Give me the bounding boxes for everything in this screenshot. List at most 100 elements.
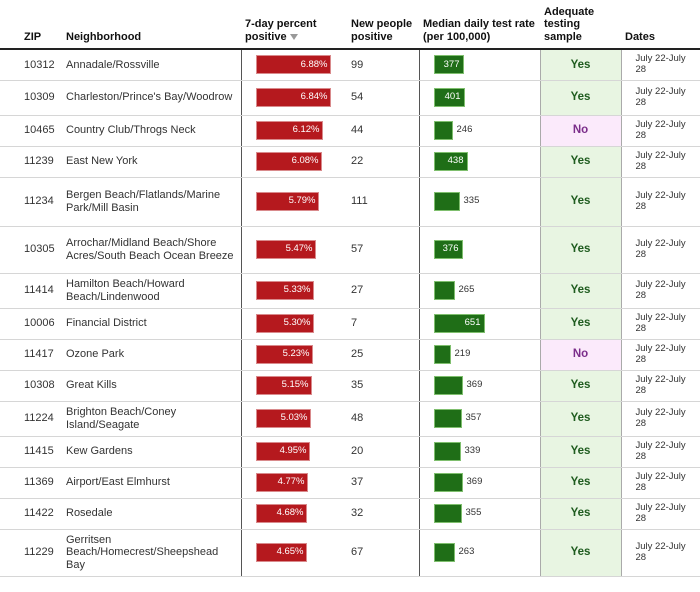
table-row: 10309 Charleston/Prince's Bay/Woodrow 6.84… bbox=[0, 80, 700, 116]
positive-bar: 5.33% bbox=[255, 281, 314, 300]
dates-cell: July 22-July 28 bbox=[621, 177, 700, 227]
neighborhood-cell: Kew Gardens bbox=[62, 436, 241, 468]
header-positive-label: 7-day percent positive bbox=[245, 18, 317, 43]
neighborhood-cell: Bergen Beach/Flatlands/Marine Park/Mill … bbox=[62, 177, 241, 227]
test-rate-value: 246 bbox=[456, 124, 473, 136]
header-new-positive-label: New people positive bbox=[351, 18, 413, 43]
neighborhood-cell: Arrochar/Midland Beach/Shore Acres/South… bbox=[62, 226, 241, 274]
new-positive-cell: 54 bbox=[347, 80, 419, 116]
dates-cell: July 22-July 28 bbox=[621, 308, 700, 340]
dates-cell: July 22-July 28 bbox=[621, 273, 700, 309]
table-row: 11234 Bergen Beach/Flatlands/Marine Park/… bbox=[0, 177, 700, 227]
test-rate-value: 401 bbox=[444, 91, 461, 103]
dates-cell: July 22-July 28 bbox=[621, 467, 700, 499]
test-rate-cell: 377 bbox=[418, 49, 540, 81]
positive-value: 4.65% bbox=[276, 546, 304, 558]
test-rate-cell: 438 bbox=[418, 146, 540, 178]
dates-cell: July 22-July 28 bbox=[621, 146, 700, 178]
new-positive-cell: 67 bbox=[347, 529, 419, 577]
neighborhood-cell: Ozone Park bbox=[62, 339, 241, 371]
zip-cell: 11224 bbox=[0, 401, 62, 437]
dates-cell: July 22-July 28 bbox=[621, 339, 700, 371]
sort-descending-icon[interactable] bbox=[289, 33, 298, 40]
adequate-cell: Yes bbox=[539, 226, 622, 274]
positive-value: 6.84% bbox=[300, 91, 328, 103]
new-positive-cell: 111 bbox=[347, 177, 419, 227]
adequate-cell: Yes bbox=[539, 436, 622, 468]
test-rate-bar bbox=[433, 345, 451, 364]
positive-bar: 4.65% bbox=[255, 543, 307, 562]
positive-value: 5.23% bbox=[282, 348, 310, 360]
positive-cell: 4.95% bbox=[240, 436, 347, 468]
table-row: 11229 Gerritsen Beach/Homecrest/Sheepshea… bbox=[0, 529, 700, 577]
positive-cell: 4.65% bbox=[240, 529, 347, 577]
test-rate-value: 369 bbox=[466, 476, 483, 488]
header-dates[interactable]: Dates bbox=[621, 0, 700, 50]
test-rate-cell: 339 bbox=[418, 436, 540, 468]
header-neighborhood[interactable]: Neighborhood bbox=[62, 0, 241, 50]
test-rate-value: 335 bbox=[463, 195, 480, 207]
positive-bar: 5.03% bbox=[255, 409, 311, 428]
positive-value: 5.15% bbox=[281, 379, 309, 391]
test-rate-value: 377 bbox=[443, 58, 460, 70]
neighborhood-cell: Great Kills bbox=[62, 370, 241, 402]
positive-cell: 5.33% bbox=[240, 273, 347, 309]
zip-cell: 10465 bbox=[0, 115, 62, 147]
positive-value: 5.47% bbox=[285, 243, 313, 255]
adequate-cell: Yes bbox=[539, 467, 622, 499]
positive-value: 5.03% bbox=[280, 412, 308, 424]
adequate-cell: Yes bbox=[539, 49, 622, 81]
new-positive-cell: 7 bbox=[347, 308, 419, 340]
positive-bar: 4.95% bbox=[255, 442, 310, 461]
header-test-rate-label: Median daily test rate (per 100,000) bbox=[423, 18, 535, 43]
test-rate-bar bbox=[433, 121, 453, 140]
new-positive-cell: 25 bbox=[347, 339, 419, 371]
positive-bar: 6.84% bbox=[255, 88, 331, 107]
positive-value: 4.77% bbox=[277, 476, 305, 488]
test-rate-cell: 355 bbox=[418, 498, 540, 530]
zip-cell: 11234 bbox=[0, 177, 62, 227]
test-rate-cell: 369 bbox=[418, 467, 540, 499]
neighborhood-cell: Country Club/Throgs Neck bbox=[62, 115, 241, 147]
header-test-rate[interactable]: Median daily test rate (per 100,000) bbox=[419, 0, 540, 50]
test-rate-bar bbox=[433, 409, 462, 428]
test-rate-bar bbox=[433, 192, 460, 211]
neighborhood-cell: Annadale/Rossville bbox=[62, 49, 241, 81]
test-rate-cell: 369 bbox=[418, 370, 540, 402]
positive-bar: 5.79% bbox=[255, 192, 319, 211]
positive-value: 4.95% bbox=[279, 445, 307, 457]
positive-value: 5.33% bbox=[283, 284, 311, 296]
dates-cell: July 22-July 28 bbox=[621, 529, 700, 577]
neighborhood-cell: Rosedale bbox=[62, 498, 241, 530]
neighborhood-cell: East New York bbox=[62, 146, 241, 178]
table-body: 10312 Annadale/Rossville 6.88% 99 377 Yes July… bbox=[0, 49, 700, 577]
neighborhood-cell: Airport/East Elmhurst bbox=[62, 467, 241, 499]
positive-bar: 5.15% bbox=[255, 376, 312, 395]
zip-cell: 11414 bbox=[0, 273, 62, 309]
test-rate-bar: 376 bbox=[433, 240, 463, 259]
test-rate-bar bbox=[433, 473, 463, 492]
zip-cell: 11415 bbox=[0, 436, 62, 468]
zip-cell: 11229 bbox=[0, 529, 62, 577]
adequate-cell: Yes bbox=[539, 80, 622, 116]
positive-cell: 6.84% bbox=[240, 80, 347, 116]
positive-bar: 6.88% bbox=[255, 55, 331, 75]
dates-cell: July 22-July 28 bbox=[621, 401, 700, 437]
positive-bar: 4.68% bbox=[255, 504, 307, 523]
zip-cell: 10305 bbox=[0, 226, 62, 274]
header-neighborhood-label: Neighborhood bbox=[66, 30, 142, 43]
positive-bar: 5.23% bbox=[255, 345, 313, 364]
header-new-positive[interactable]: New people positive bbox=[347, 0, 419, 50]
header-zip[interactable]: ZIP bbox=[0, 0, 62, 50]
header-positive[interactable]: 7-day percent positive bbox=[241, 0, 347, 50]
test-rate-bar bbox=[433, 543, 455, 562]
test-rate-value: 339 bbox=[464, 445, 481, 457]
adequate-cell: Yes bbox=[539, 177, 622, 227]
header-adequate[interactable]: Adequate testing sample bbox=[540, 0, 621, 50]
new-positive-cell: 48 bbox=[347, 401, 419, 437]
test-rate-cell: 263 bbox=[418, 529, 540, 577]
positive-value: 4.68% bbox=[276, 507, 304, 519]
new-positive-cell: 37 bbox=[347, 467, 419, 499]
adequate-cell: Yes bbox=[539, 370, 622, 402]
positive-cell: 5.15% bbox=[240, 370, 347, 402]
